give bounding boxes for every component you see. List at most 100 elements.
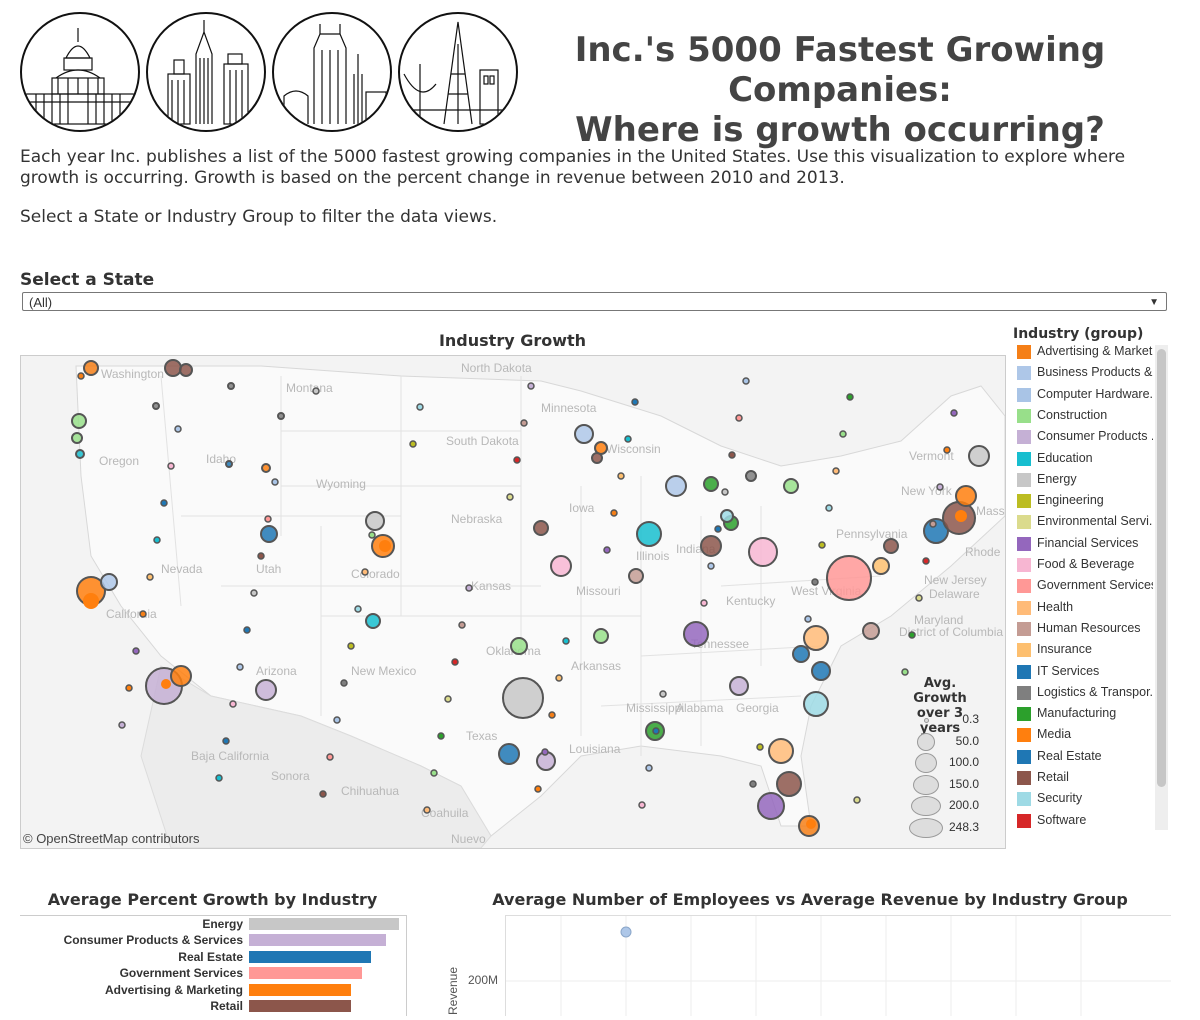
map-bubble[interactable] xyxy=(167,462,175,470)
legend-item[interactable]: Financial Services xyxy=(1013,535,1153,556)
legend-item[interactable]: Computer Hardware.. xyxy=(1013,386,1153,407)
map-bubble[interactable] xyxy=(783,478,799,494)
map-bubble[interactable] xyxy=(510,637,528,655)
map-bubble[interactable] xyxy=(257,552,265,560)
state-select-dropdown[interactable]: (All) ▼ xyxy=(22,292,1167,311)
map-bubble[interactable] xyxy=(340,679,348,687)
map-bubble[interactable] xyxy=(818,541,826,549)
bar-row[interactable]: Real Estate xyxy=(20,949,406,965)
legend-item[interactable]: Retail xyxy=(1013,769,1153,790)
map-bubble[interactable] xyxy=(811,661,831,681)
map-bubble[interactable] xyxy=(665,475,687,497)
map-bubble[interactable] xyxy=(225,460,233,468)
map-bubble[interactable] xyxy=(533,520,549,536)
map-bubble[interactable] xyxy=(255,679,277,701)
map-bubble[interactable] xyxy=(77,372,85,380)
map-bubble[interactable] xyxy=(236,663,244,671)
map-bubble[interactable] xyxy=(700,599,708,607)
bar-row[interactable]: Retail xyxy=(20,998,406,1014)
bar-row[interactable]: Advertising & Marketing xyxy=(20,982,406,998)
map-bubble[interactable] xyxy=(883,538,899,554)
map-bubble[interactable] xyxy=(444,695,452,703)
map-bubble[interactable] xyxy=(703,476,719,492)
map-bubble[interactable] xyxy=(264,515,272,523)
map-bubble[interactable] xyxy=(118,721,126,729)
map-bubble[interactable] xyxy=(164,359,182,377)
legend-item[interactable]: Logistics & Transpor.. xyxy=(1013,684,1153,705)
legend-item[interactable]: Human Resources xyxy=(1013,620,1153,641)
map-bubble[interactable] xyxy=(146,573,154,581)
map-bubble[interactable] xyxy=(707,562,715,570)
map-bubble[interactable] xyxy=(610,509,618,517)
legend-item[interactable]: Manufacturing xyxy=(1013,705,1153,726)
map-bubble[interactable] xyxy=(416,403,424,411)
legend-item[interactable]: Advertising & Market.. xyxy=(1013,343,1153,364)
legend-item[interactable]: Health xyxy=(1013,599,1153,620)
map-bubble[interactable] xyxy=(735,414,743,422)
map-bubble[interactable] xyxy=(574,424,594,444)
map-bubble[interactable] xyxy=(437,732,445,740)
map-bubble[interactable] xyxy=(811,578,819,586)
map-bubble[interactable] xyxy=(872,557,890,575)
map-bubble[interactable] xyxy=(506,493,514,501)
map-bubble[interactable] xyxy=(636,521,662,547)
map-bubble[interactable] xyxy=(319,790,327,798)
map-bubble[interactable] xyxy=(628,568,644,584)
legend-item[interactable]: Business Products &.. xyxy=(1013,364,1153,385)
map-bubble[interactable] xyxy=(179,363,193,377)
bar-row[interactable]: Energy xyxy=(20,916,406,932)
map-bubble[interactable] xyxy=(243,626,251,634)
legend-scrollbar-thumb[interactable] xyxy=(1157,349,1166,787)
map-bubble[interactable] xyxy=(728,451,736,459)
map-bubble[interactable] xyxy=(624,435,632,443)
map-bubble[interactable] xyxy=(862,622,880,640)
bar-row[interactable]: Consumer Products & Services xyxy=(20,932,406,948)
legend-item[interactable]: Security xyxy=(1013,790,1153,811)
map-bubble[interactable] xyxy=(943,446,951,454)
growth-bar-chart[interactable]: Energy Consumer Products & Services Real E… xyxy=(20,915,407,1016)
map-bubble[interactable] xyxy=(617,472,625,480)
legend-item[interactable]: Environmental Servi.. xyxy=(1013,513,1153,534)
map-bubble[interactable] xyxy=(700,535,722,557)
map-bubble[interactable] xyxy=(659,690,667,698)
bar-row[interactable]: Government Services xyxy=(20,965,406,981)
legend-item[interactable]: Construction xyxy=(1013,407,1153,428)
map-bubble[interactable] xyxy=(550,555,572,577)
map-bubble[interactable] xyxy=(227,382,235,390)
map-bubble[interactable] xyxy=(83,360,99,376)
map-bubble[interactable] xyxy=(260,525,278,543)
map-bubble[interactable] xyxy=(451,658,459,666)
map-bubble[interactable] xyxy=(908,631,916,639)
map-bubble[interactable] xyxy=(968,445,990,467)
map-bubble[interactable] xyxy=(465,584,473,592)
map-bubble[interactable] xyxy=(593,628,609,644)
map-bubble[interactable] xyxy=(250,589,258,597)
map-bubble[interactable] xyxy=(312,387,320,395)
map-bubble[interactable] xyxy=(804,615,812,623)
map-bubble[interactable] xyxy=(71,413,87,429)
map-bubble[interactable] xyxy=(720,509,734,523)
scatter-point[interactable] xyxy=(620,926,632,938)
map-bubble[interactable] xyxy=(430,769,438,777)
map-bubble[interactable] xyxy=(261,463,271,473)
map-bubble[interactable] xyxy=(326,753,334,761)
legend-item[interactable]: Insurance xyxy=(1013,641,1153,662)
map-bubble[interactable] xyxy=(498,743,520,765)
map-bubble[interactable] xyxy=(832,467,840,475)
map-bubble[interactable] xyxy=(748,537,778,567)
map-bubble[interactable] xyxy=(365,511,385,531)
map-bubble[interactable] xyxy=(174,425,182,433)
map-bubble[interactable] xyxy=(853,796,861,804)
map-bubble[interactable] xyxy=(548,711,556,719)
chevron-down-icon[interactable]: ▼ xyxy=(1149,297,1159,308)
map-bubble[interactable] xyxy=(757,792,785,820)
map-bubble[interactable] xyxy=(365,613,381,629)
legend-item[interactable]: Media xyxy=(1013,726,1153,747)
map-bubble[interactable] xyxy=(936,483,944,491)
map-bubble[interactable] xyxy=(555,674,563,682)
map-bubble[interactable] xyxy=(955,485,977,507)
map-bubble[interactable] xyxy=(745,470,757,482)
bar[interactable] xyxy=(249,1000,351,1012)
map-bubble[interactable] xyxy=(229,700,237,708)
map-bubble[interactable] xyxy=(215,774,223,782)
